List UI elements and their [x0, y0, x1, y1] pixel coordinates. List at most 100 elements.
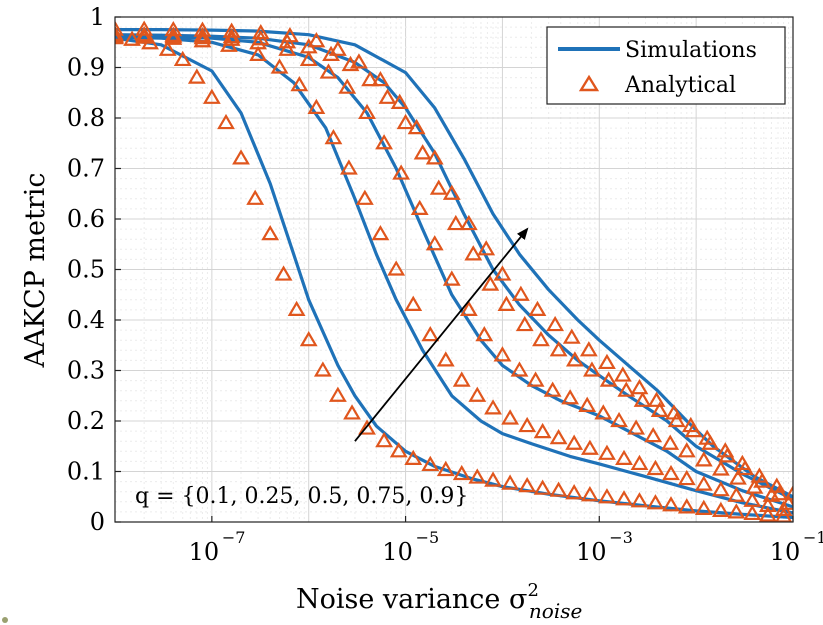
analytical-marker: [533, 479, 552, 495]
analytical-marker: [193, 21, 212, 37]
ticks: 00.10.20.30.40.50.60.70.80.9110−710−510−…: [67, 3, 823, 566]
analytical-marker: [319, 63, 338, 79]
analytical-marker: [202, 88, 221, 104]
analytical-marker: [446, 214, 465, 231]
x-tick-label: 10: [576, 538, 607, 566]
analytical-marker: [355, 189, 374, 205]
analytical-marker: [716, 442, 735, 458]
analytical-marker: [580, 486, 599, 502]
analytical-marker: [232, 149, 250, 165]
analytical-marker: [583, 361, 601, 377]
analytical-marker: [630, 378, 649, 395]
analytical-marker: [452, 371, 471, 387]
analytical-marker: [442, 184, 461, 200]
analytical-marker: [711, 481, 730, 497]
analytical-marker: [694, 451, 713, 467]
analytical-marker: [646, 494, 665, 510]
analytical-marker: [510, 361, 529, 377]
analytical-marker: [543, 381, 562, 397]
analytical-marker: [501, 474, 520, 490]
analytical-marker: [425, 149, 444, 165]
analytical-marker: [615, 490, 633, 506]
y-tick-label: 0.3: [67, 357, 105, 385]
y-axis-label: AAKCP metric: [20, 173, 51, 369]
analytical-marker: [404, 295, 423, 311]
analytical-marker: [549, 341, 568, 357]
analytical-marker: [528, 300, 547, 316]
analytical-marker: [646, 459, 665, 476]
analytical-marker: [711, 501, 730, 517]
analytical-marker: [661, 434, 680, 450]
analytical-marker: [767, 477, 786, 493]
analytical-marker: [222, 22, 241, 38]
analytical-marker: [518, 476, 537, 493]
analytical-marker: [404, 449, 423, 465]
analytical-marker: [644, 426, 663, 443]
analytical-marker: [681, 416, 700, 433]
analytical-marker: [677, 469, 696, 486]
analytical-marker: [251, 23, 270, 40]
analytical-marker: [421, 325, 440, 342]
analytical-marker: [410, 199, 429, 215]
y-tick-label: 0.1: [67, 458, 105, 486]
x-axis-label-sup: 2: [527, 580, 538, 601]
simulation-line: [115, 28, 793, 499]
analytical-marker: [511, 285, 530, 301]
analytical-marker: [290, 75, 309, 92]
x-axis-label-sub: noise: [529, 599, 582, 623]
analytical-marker: [650, 401, 669, 417]
analytical-marker: [115, 20, 124, 36]
analytical-marker: [396, 113, 415, 130]
analytical-marker: [328, 40, 347, 56]
analytical-marker: [307, 98, 326, 114]
analytical-marker: [270, 58, 289, 74]
analytical-marker: [173, 50, 192, 67]
analytical-marker: [610, 411, 628, 428]
analytical-marker: [343, 404, 361, 420]
analytical-marker: [533, 422, 552, 439]
y-tick-label: 0: [90, 508, 105, 536]
analytical-marker: [694, 475, 713, 491]
analytical-marker: [436, 351, 455, 367]
analytical-marker: [698, 429, 717, 445]
analytical-marker: [580, 439, 599, 455]
analytical-marker: [442, 270, 461, 286]
analytical-marker: [630, 492, 649, 508]
analytical-marker: [407, 118, 426, 135]
analytical-marker: [464, 245, 483, 261]
analytical-marker: [452, 464, 471, 481]
analytical-marker: [281, 27, 299, 43]
analytical-marker: [375, 432, 393, 448]
analytical-marker: [350, 53, 368, 69]
analytical-marker: [515, 315, 534, 332]
analytical-marker: [371, 224, 390, 241]
y-tick-label: 0.5: [67, 256, 105, 284]
analytical-marker: [599, 371, 618, 387]
legend-label-simulations: Simulations: [625, 38, 757, 63]
analytical-marker: [677, 498, 696, 514]
analytical-marker: [468, 468, 487, 484]
trend-arrow: [354, 227, 529, 442]
analytical-marker: [613, 366, 632, 382]
analytical-marker: [561, 389, 580, 405]
analytical-marker: [246, 189, 265, 205]
analytical-marker: [493, 265, 512, 281]
y-tick-label: 0.7: [67, 155, 105, 183]
analytical-marker: [627, 419, 646, 435]
analytical-marker: [598, 353, 616, 370]
x-axis-label-text: Noise variance σ: [296, 584, 527, 615]
x-tick-exponent: −1: [803, 528, 823, 547]
analytical-marker: [287, 300, 306, 316]
y-tick-label: 0.6: [67, 205, 105, 233]
analytical-marker: [371, 70, 390, 87]
analytical-marker: [565, 484, 584, 500]
analytical-marker: [477, 240, 496, 256]
analytical-marker: [711, 460, 730, 476]
y-tick-label: 0.8: [67, 104, 105, 132]
analytical-marker: [758, 506, 777, 522]
analytical-marker: [493, 346, 512, 362]
legend: Simulations Analytical: [546, 26, 786, 105]
analytical-marker: [375, 134, 393, 150]
